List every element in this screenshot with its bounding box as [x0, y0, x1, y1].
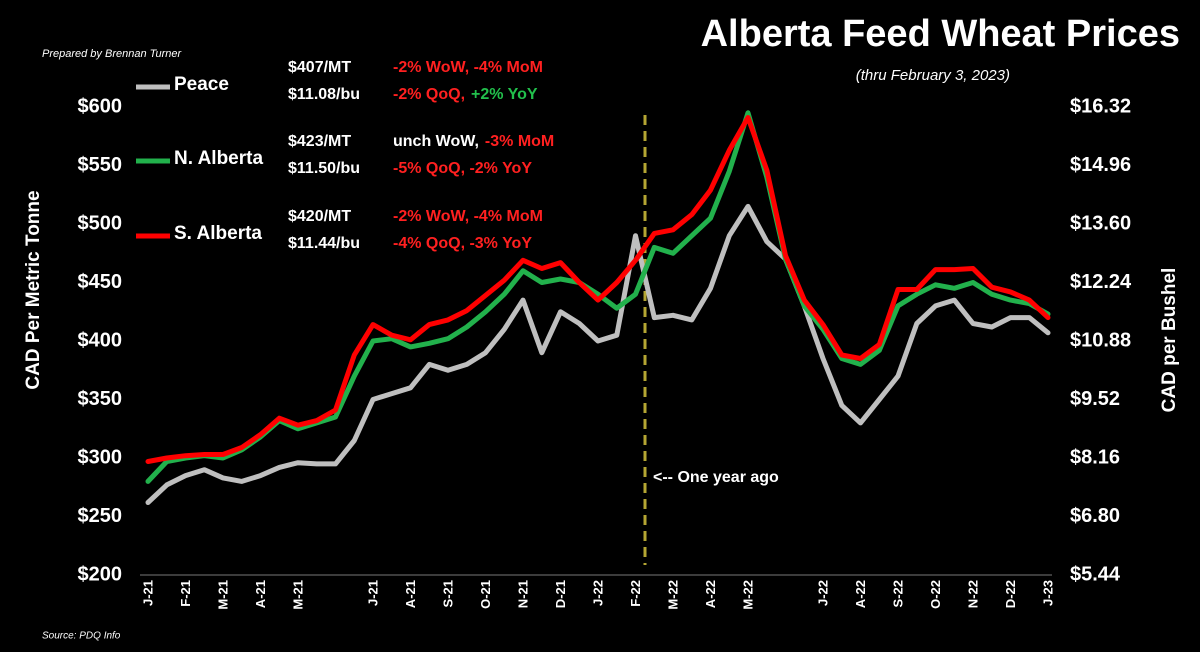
- y-tick-label: $450: [78, 271, 123, 293]
- legend-note: $423/MT unch WoW, -3% MoM: [288, 133, 554, 150]
- note-part: -2% WoW, -4% MoM: [393, 208, 543, 225]
- x-tick-label: O-21: [478, 580, 493, 609]
- x-tick-label: N-21: [515, 580, 530, 608]
- note-part: $420/MT: [288, 208, 351, 225]
- x-tick-label: N-22: [965, 580, 980, 608]
- legend-note: $407/MT -2% WoW, -4% MoM: [288, 59, 543, 76]
- x-tick-label: D-21: [553, 580, 568, 608]
- x-tick-label: M-21: [215, 580, 230, 610]
- x-tick-label: A-21: [403, 580, 418, 608]
- legend-label: S. Alberta: [174, 223, 262, 244]
- x-tick-label: J-21: [140, 580, 155, 606]
- x-tick-label: O-22: [928, 580, 943, 609]
- x-tick-label: F-21: [178, 580, 193, 607]
- x-tick-label: A-21: [253, 580, 268, 608]
- y-tick-label: $500: [78, 212, 123, 234]
- y2-tick-label: $16.32: [1070, 95, 1131, 117]
- y-tick-label: $300: [78, 446, 123, 468]
- y-tick-label: $350: [78, 388, 123, 410]
- note-part: -4% QoQ, -3% YoY: [393, 235, 532, 252]
- note-part: -2% WoW, -4% MoM: [393, 59, 543, 76]
- note-part: $423/MT: [288, 133, 351, 150]
- y-tick-label: $200: [78, 563, 123, 585]
- x-tick-label: J-23: [1040, 580, 1055, 606]
- note-part: +2% YoY: [471, 86, 538, 103]
- legend-note: $420/MT -2% WoW, -4% MoM: [288, 208, 543, 225]
- credit: Prepared by Brennan Turner: [42, 48, 183, 60]
- note-part: -3% MoM: [485, 133, 554, 150]
- note-part: $11.44/bu: [288, 235, 360, 252]
- y2-tick-label: $8.16: [1070, 446, 1120, 468]
- x-tick-label: J-22: [590, 580, 605, 606]
- x-tick-label: S-22: [890, 580, 905, 607]
- y2-tick-label: $13.60: [1070, 212, 1131, 234]
- legend-note: $11.50/bu -5% QoQ, -2% YoY: [288, 160, 532, 177]
- y2-axis-title: CAD per Bushel: [1159, 268, 1180, 413]
- y2-tick-label: $10.88: [1070, 329, 1131, 351]
- x-tick-label: J-22: [815, 580, 830, 606]
- y-tick-label: $600: [78, 95, 123, 117]
- legend-label: Peace: [174, 74, 229, 95]
- x-tick-label: A-22: [853, 580, 868, 608]
- x-tick-label: M-21: [290, 580, 305, 610]
- note-part: -5% QoQ, -2% YoY: [393, 160, 532, 177]
- series-line: [145, 110, 1051, 484]
- legend-note: $11.44/bu -4% QoQ, -3% YoY: [288, 235, 532, 252]
- y2-tick-label: $5.44: [1070, 563, 1121, 585]
- x-tick-label: F-22: [628, 580, 643, 607]
- note-part: $11.50/bu: [288, 160, 360, 177]
- annotation: <-- One year ago: [653, 469, 779, 486]
- note-part: $11.08/bu: [288, 86, 360, 103]
- series-line: [145, 203, 1051, 505]
- x-tick-label: M-22: [665, 580, 680, 610]
- x-tick-label: A-22: [703, 580, 718, 608]
- legend-label: N. Alberta: [174, 148, 263, 169]
- x-tick-label: D-22: [1003, 580, 1018, 608]
- subtitle: (thru February 3, 2023): [856, 67, 1010, 84]
- x-tick-label: S-21: [440, 580, 455, 607]
- y2-tick-label: $9.52: [1070, 388, 1120, 410]
- y2-tick-label: $14.96: [1070, 154, 1131, 176]
- y2-tick-label: $6.80: [1070, 505, 1120, 527]
- source: Source: PDQ Info: [42, 631, 121, 642]
- y-tick-label: $250: [78, 505, 123, 527]
- y2-tick-label: $12.24: [1070, 271, 1132, 293]
- x-tick-label: M-22: [740, 580, 755, 610]
- y-tick-label: $550: [78, 154, 123, 176]
- x-tick-label: J-21: [365, 580, 380, 606]
- note-part: $407/MT: [288, 59, 351, 76]
- legend-note: $11.08/bu -2% QoQ, +2% YoY: [288, 86, 538, 103]
- y-axis-title: CAD Per Metric Tonne: [23, 190, 44, 389]
- note-part: -2% QoQ,: [393, 86, 465, 103]
- y-tick-label: $400: [78, 329, 123, 351]
- chart-title: Alberta Feed Wheat Prices: [701, 13, 1180, 55]
- note-part: unch WoW,: [393, 133, 479, 150]
- series-line: [145, 115, 1051, 464]
